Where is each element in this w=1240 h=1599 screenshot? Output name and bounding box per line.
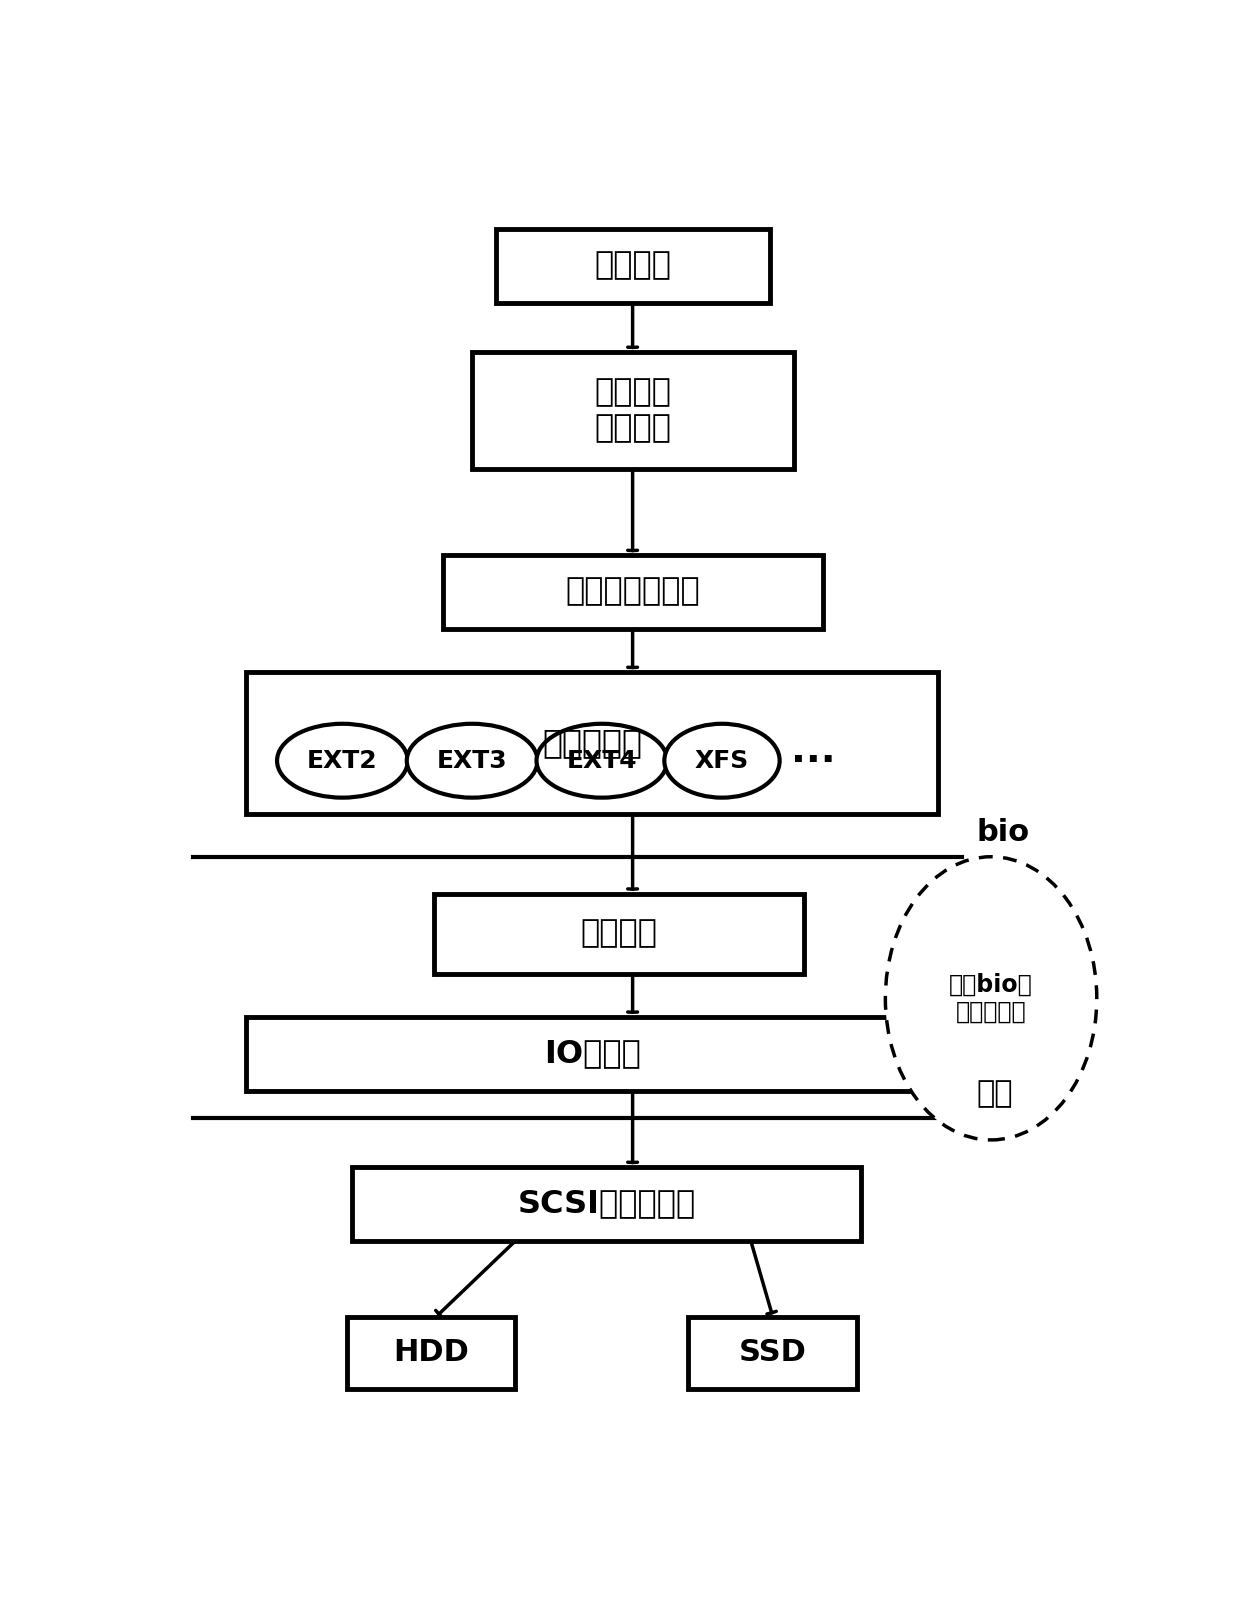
Ellipse shape: [407, 724, 537, 798]
Text: 上层应用: 上层应用: [595, 251, 672, 281]
Text: EXT2: EXT2: [308, 748, 378, 772]
Text: SCSI设备驱动层: SCSI设备驱动层: [517, 1188, 696, 1220]
FancyBboxPatch shape: [434, 894, 804, 974]
FancyBboxPatch shape: [247, 672, 939, 814]
Text: HDD: HDD: [393, 1338, 469, 1367]
Ellipse shape: [537, 724, 667, 798]
Text: bio: bio: [977, 819, 1029, 847]
FancyBboxPatch shape: [496, 229, 770, 302]
Ellipse shape: [885, 857, 1096, 1140]
Text: SSD: SSD: [739, 1338, 806, 1367]
FancyBboxPatch shape: [347, 1318, 516, 1388]
FancyBboxPatch shape: [352, 1167, 862, 1241]
Text: 通用块层: 通用块层: [580, 918, 657, 950]
FancyBboxPatch shape: [472, 352, 794, 469]
Text: 系统调用
读写模块: 系统调用 读写模块: [595, 377, 672, 445]
Ellipse shape: [665, 724, 780, 798]
Text: ···: ···: [791, 742, 836, 780]
Text: 文件系统层: 文件系统层: [542, 726, 642, 760]
Text: 完成bio到
请求的转变: 完成bio到 请求的转变: [949, 972, 1033, 1025]
Text: 请求: 请求: [977, 1079, 1013, 1108]
FancyBboxPatch shape: [247, 1017, 939, 1091]
Text: EXT4: EXT4: [567, 748, 637, 772]
FancyBboxPatch shape: [444, 555, 823, 628]
Text: XFS: XFS: [694, 748, 749, 772]
Ellipse shape: [277, 724, 408, 798]
Text: IO调度层: IO调度层: [544, 1038, 641, 1070]
FancyBboxPatch shape: [688, 1318, 857, 1388]
Text: EXT3: EXT3: [436, 748, 507, 772]
Text: 虚拟文件系统层: 虚拟文件系统层: [565, 577, 701, 608]
